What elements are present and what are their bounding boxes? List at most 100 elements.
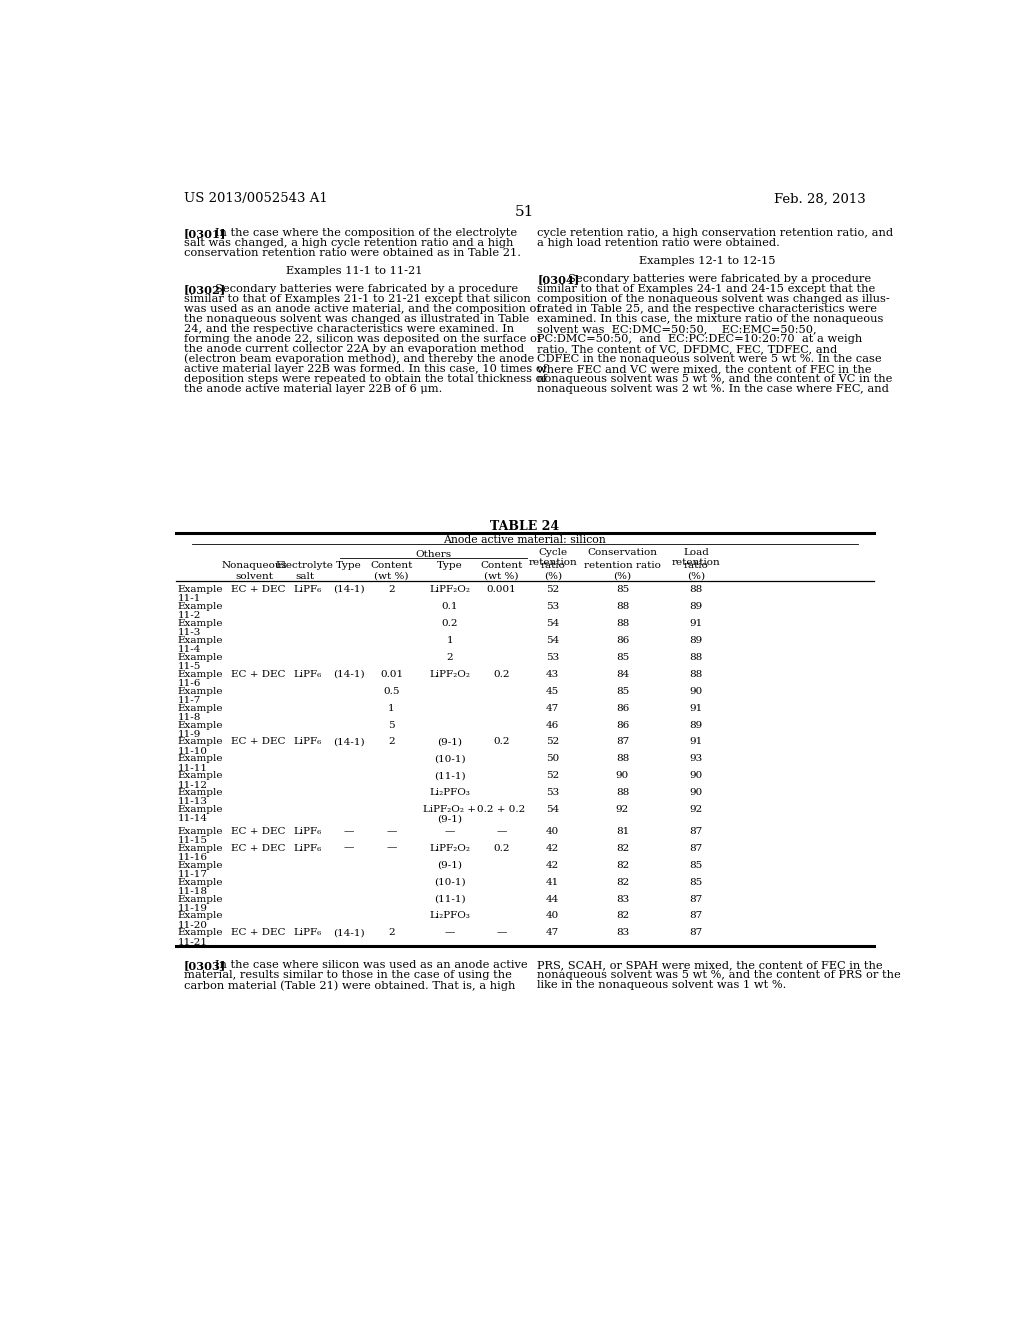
Text: 90: 90	[689, 788, 702, 797]
Text: (14-1): (14-1)	[333, 928, 365, 937]
Text: 11-15: 11-15	[177, 836, 208, 845]
Text: Nonaqueous
solvent: Nonaqueous solvent	[221, 561, 288, 581]
Text: 52: 52	[546, 738, 559, 746]
Text: 44: 44	[546, 895, 559, 903]
Text: —: —	[444, 826, 455, 836]
Text: 92: 92	[615, 805, 629, 814]
Text: 47: 47	[546, 928, 559, 937]
Text: 82: 82	[615, 878, 629, 887]
Text: Example: Example	[177, 928, 223, 937]
Text: nonaqueous solvent was 5 wt %, and the content of VC in the: nonaqueous solvent was 5 wt %, and the c…	[538, 374, 893, 384]
Text: 52: 52	[546, 585, 559, 594]
Text: a high load retention ratio were obtained.: a high load retention ratio were obtaine…	[538, 238, 780, 248]
Text: —: —	[497, 928, 507, 937]
Text: forming the anode 22, silicon was deposited on the surface of: forming the anode 22, silicon was deposi…	[183, 334, 541, 343]
Text: LiPF₂O₂: LiPF₂O₂	[429, 843, 470, 853]
Text: 53: 53	[546, 602, 559, 611]
Text: 90: 90	[615, 771, 629, 780]
Text: 85: 85	[689, 878, 702, 887]
Text: [0301]: [0301]	[183, 227, 226, 239]
Text: Example: Example	[177, 895, 223, 903]
Text: nonaqueous solvent was 5 wt %, and the content of PRS or the: nonaqueous solvent was 5 wt %, and the c…	[538, 970, 901, 979]
Text: [0304]: [0304]	[538, 273, 580, 285]
Text: Secondary batteries were fabricated by a procedure: Secondary batteries were fabricated by a…	[568, 273, 871, 284]
Text: LiPF₆: LiPF₆	[293, 928, 322, 937]
Text: the anode active material layer 22B of 6 μm.: the anode active material layer 22B of 6…	[183, 384, 442, 393]
Text: Feb. 28, 2013: Feb. 28, 2013	[774, 193, 866, 206]
Text: 40: 40	[546, 826, 559, 836]
Text: 86: 86	[615, 721, 629, 730]
Text: 2: 2	[388, 738, 395, 746]
Text: Content
(wt %): Content (wt %)	[480, 561, 522, 581]
Text: 0.2: 0.2	[494, 843, 510, 853]
Text: 11-20: 11-20	[177, 921, 208, 929]
Text: was used as an anode active material, and the composition of: was used as an anode active material, an…	[183, 304, 541, 314]
Text: Li₂PFO₃: Li₂PFO₃	[429, 788, 470, 797]
Text: Li₂PFO₃: Li₂PFO₃	[429, 911, 470, 920]
Text: —: —	[344, 843, 354, 853]
Text: 0.2: 0.2	[494, 738, 510, 746]
Text: In the case where silicon was used as an anode active: In the case where silicon was used as an…	[215, 960, 527, 970]
Text: 11-21: 11-21	[177, 937, 208, 946]
Text: 89: 89	[689, 721, 702, 730]
Text: EC + DEC: EC + DEC	[231, 928, 286, 937]
Text: 11-14: 11-14	[177, 814, 208, 824]
Text: 11-12: 11-12	[177, 780, 208, 789]
Text: ratio
(%): ratio (%)	[541, 561, 565, 581]
Text: 11-8: 11-8	[177, 713, 201, 722]
Text: LiPF₆: LiPF₆	[293, 738, 322, 746]
Text: cycle retention ratio, a high conservation retention ratio, and: cycle retention ratio, a high conservati…	[538, 227, 893, 238]
Text: EC + DEC: EC + DEC	[231, 843, 286, 853]
Text: (14-1): (14-1)	[333, 669, 365, 678]
Text: where FEC and VC were mixed, the content of FEC in the: where FEC and VC were mixed, the content…	[538, 364, 871, 374]
Text: conservation retention ratio were obtained as in Table 21.: conservation retention ratio were obtain…	[183, 248, 521, 257]
Text: 88: 88	[689, 653, 702, 661]
Text: 83: 83	[615, 895, 629, 903]
Text: (9-1): (9-1)	[437, 738, 462, 746]
Text: 2: 2	[388, 585, 395, 594]
Text: 11-6: 11-6	[177, 678, 201, 688]
Text: 11-2: 11-2	[177, 611, 201, 620]
Text: 11-10: 11-10	[177, 747, 208, 755]
Text: 91: 91	[689, 619, 702, 628]
Text: Example: Example	[177, 878, 223, 887]
Text: composition of the nonaqueous solvent was changed as illus-: composition of the nonaqueous solvent wa…	[538, 294, 890, 304]
Text: 83: 83	[615, 928, 629, 937]
Text: deposition steps were repeated to obtain the total thickness of: deposition steps were repeated to obtain…	[183, 374, 547, 384]
Text: similar to that of Examples 24-1 and 24-15 except that the: similar to that of Examples 24-1 and 24-…	[538, 284, 876, 294]
Text: 2: 2	[388, 928, 395, 937]
Text: 87: 87	[689, 826, 702, 836]
Text: (14-1): (14-1)	[333, 738, 365, 746]
Text: solvent was  EC:DMC=50:50,    EC:EMC=50:50,: solvent was EC:DMC=50:50, EC:EMC=50:50,	[538, 323, 817, 334]
Text: examined. In this case, the mixture ratio of the nonaqueous: examined. In this case, the mixture rati…	[538, 314, 884, 323]
Text: 47: 47	[546, 704, 559, 713]
Text: Content
(wt %): Content (wt %)	[371, 561, 413, 581]
Text: 41: 41	[546, 878, 559, 887]
Text: Example: Example	[177, 653, 223, 661]
Text: 11-7: 11-7	[177, 696, 201, 705]
Text: EC + DEC: EC + DEC	[231, 738, 286, 746]
Text: 11-16: 11-16	[177, 853, 208, 862]
Text: 11-18: 11-18	[177, 887, 208, 896]
Text: ratio. The content of VC, DFDMC, FEC, TDFEC, and: ratio. The content of VC, DFDMC, FEC, TD…	[538, 343, 838, 354]
Text: the nonaqueous solvent was changed as illustrated in Table: the nonaqueous solvent was changed as il…	[183, 314, 529, 323]
Text: 11-9: 11-9	[177, 730, 201, 739]
Text: 0.1: 0.1	[441, 602, 458, 611]
Text: 11-1: 11-1	[177, 594, 201, 603]
Text: 54: 54	[546, 619, 559, 628]
Text: US 2013/0052543 A1: US 2013/0052543 A1	[183, 193, 328, 206]
Text: —: —	[386, 843, 396, 853]
Text: 42: 42	[546, 843, 559, 853]
Text: (10-1): (10-1)	[434, 878, 466, 887]
Text: Example: Example	[177, 805, 223, 814]
Text: —: —	[497, 826, 507, 836]
Text: 2: 2	[446, 653, 453, 661]
Text: Example: Example	[177, 843, 223, 853]
Text: Example: Example	[177, 771, 223, 780]
Text: 0.2: 0.2	[441, 619, 458, 628]
Text: Example: Example	[177, 704, 223, 713]
Text: —: —	[444, 928, 455, 937]
Text: (9-1): (9-1)	[437, 814, 462, 824]
Text: LiPF₂O₂: LiPF₂O₂	[429, 585, 470, 594]
Text: 88: 88	[615, 619, 629, 628]
